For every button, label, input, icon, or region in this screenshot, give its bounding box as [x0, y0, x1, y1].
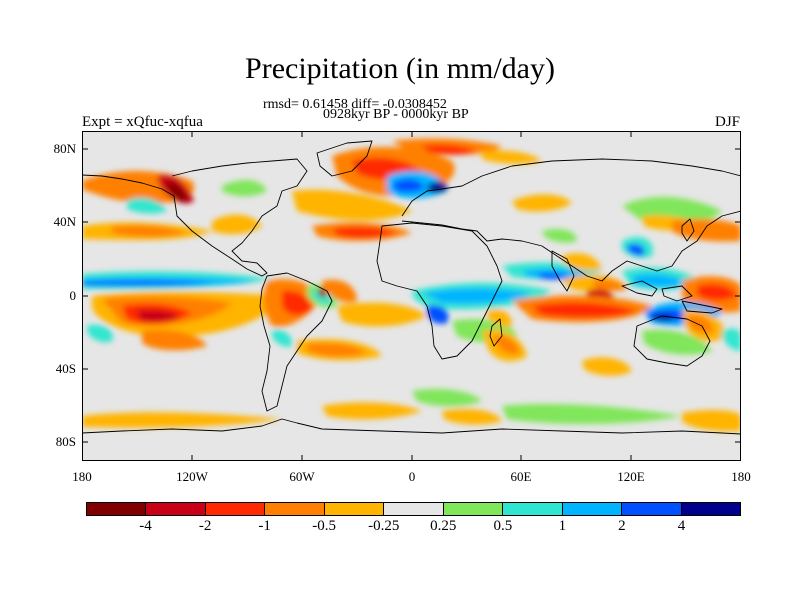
anomaly-patch	[487, 309, 512, 327]
anomaly-patch	[292, 189, 412, 221]
coastline-antarctica	[82, 418, 741, 435]
colorbar-swatch	[561, 503, 622, 515]
colorbar-label: 1	[558, 518, 567, 534]
lat-label: 40S	[55, 361, 76, 376]
colorbar-label: -4	[139, 518, 152, 534]
anomaly-patch	[442, 409, 502, 425]
coastline-maritime	[621, 280, 723, 314]
coastlines	[82, 140, 741, 435]
axis-ticks	[82, 131, 741, 461]
anomaly-patch	[537, 273, 570, 280]
anomaly-patch	[127, 197, 167, 214]
anomaly-patch	[137, 309, 180, 322]
lat-label: 40N	[53, 214, 76, 229]
anomaly-patch	[222, 179, 267, 197]
colorbar-swatch	[87, 503, 146, 515]
colorbar-label: -1	[258, 518, 271, 534]
anomaly-patch	[412, 389, 482, 407]
stats-line: rmsd= 0.61458 diff= -0.0308452	[263, 97, 447, 112]
lon-label: 180	[72, 469, 92, 484]
lon-label: 60W	[289, 469, 315, 484]
anomaly-patch	[687, 315, 714, 334]
coastline-greenland	[316, 140, 373, 177]
anomaly-patch	[167, 182, 188, 202]
map-title: Precipitation (in mm/day)	[245, 52, 555, 85]
colorbar-labels: -4 -2 -1 -0.5 -0.25 0.25 0.5 1 2 4	[0, 518, 800, 542]
colorbar-swatch	[323, 503, 384, 515]
anomaly-patch	[482, 150, 542, 164]
colorbar-swatch	[204, 503, 265, 515]
anomaly-patch	[394, 179, 424, 192]
anomaly-patch	[322, 402, 422, 420]
colorbar-swatch	[145, 503, 205, 515]
anomaly-patch	[682, 409, 741, 432]
anomaly-patch	[82, 412, 282, 428]
anomaly-patch	[722, 328, 741, 351]
colorbar-label: 4	[677, 518, 686, 534]
anomaly-patch	[427, 305, 449, 324]
lon-label: 120W	[176, 469, 208, 484]
colorbar-label: 2	[618, 518, 626, 534]
anomaly-patch	[307, 343, 367, 357]
lat-label: 80S	[55, 434, 76, 449]
lat-label: 80N	[53, 141, 76, 156]
coastline-africa	[376, 222, 503, 360]
anomaly-patch	[494, 335, 520, 355]
anomaly-patch	[512, 194, 572, 212]
anomaly-patch	[318, 288, 327, 298]
coastline-australia	[633, 315, 711, 367]
experiment-label: Expt = xQfuc-xqfua	[82, 114, 203, 130]
period-line: 0928kyr BP - 0000kyr BP	[323, 107, 469, 122]
colorbar	[86, 502, 741, 516]
anomaly-patch	[652, 314, 674, 321]
colorbar-label: -0.5	[312, 518, 337, 534]
anomaly-patch	[532, 302, 637, 318]
colorbar-swatch	[621, 503, 681, 515]
anomaly-patch	[272, 329, 293, 347]
lon-label: 0	[408, 469, 416, 484]
anomaly-patch	[337, 302, 427, 327]
lon-label: 60E	[510, 469, 532, 484]
anomaly-patch	[582, 357, 632, 376]
coastline-madagascar	[489, 318, 503, 347]
lon-label: 180	[731, 469, 751, 484]
precipitation-map	[82, 131, 741, 461]
anomaly-patch	[672, 218, 741, 242]
anomaly-patch	[322, 279, 357, 303]
lon-label: 120E	[617, 469, 645, 484]
coastline-india	[551, 250, 575, 292]
coastline-south-america	[259, 272, 333, 412]
colorbar-label: 0.5	[493, 518, 513, 534]
anomaly-patch	[542, 229, 577, 243]
lat-label: 0	[69, 288, 77, 303]
colorbar-swatch	[264, 503, 324, 515]
coastline-japan	[681, 218, 695, 242]
anomaly-patch	[627, 244, 645, 256]
colorbar-swatch	[442, 503, 503, 515]
colorbar-swatch	[502, 503, 562, 515]
anomaly-patch	[502, 404, 682, 424]
anomaly-patch	[282, 290, 312, 316]
season-label: DJF	[714, 114, 740, 130]
anomaly-patch	[87, 324, 113, 343]
coastline-north-america	[82, 158, 308, 277]
colorbar-label: -2	[198, 518, 212, 534]
colorbar-swatch	[383, 503, 443, 515]
colorbar-label: -0.25	[368, 518, 400, 534]
anomaly-patch	[422, 288, 532, 304]
anomaly-patch	[632, 273, 687, 288]
anomaly-patch	[592, 279, 627, 292]
coastline-eurasia	[401, 158, 741, 282]
anomaly-patch	[697, 284, 737, 301]
anomaly-patch	[422, 144, 477, 155]
anomaly-field	[82, 138, 741, 432]
anomaly-patch	[642, 329, 712, 355]
colorbar-label: 0.25	[430, 518, 457, 534]
anomaly-patch	[82, 280, 212, 286]
colorbar-swatch	[680, 503, 740, 515]
anomaly-patch	[212, 214, 262, 235]
anomaly-patch	[112, 225, 187, 237]
anomaly-patch	[142, 329, 207, 351]
